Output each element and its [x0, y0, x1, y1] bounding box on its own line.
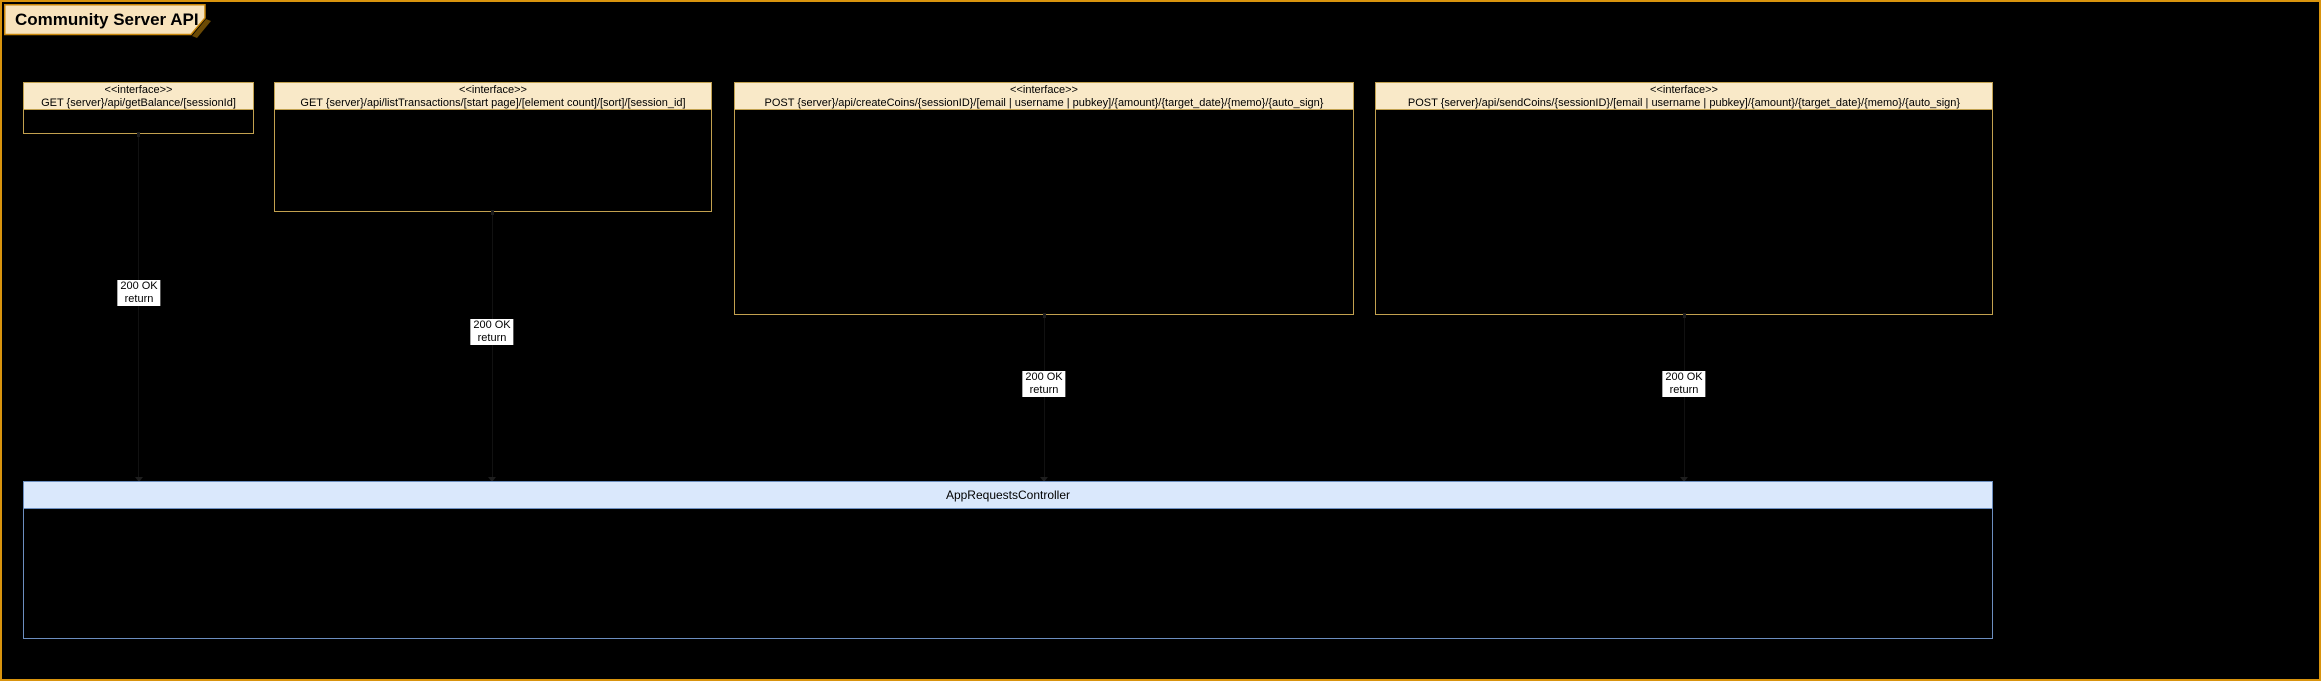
interface-header-sendcoins: <<interface>> POST {server}/api/sendCoin…	[1376, 83, 1992, 110]
interface-body-listtransactions	[275, 110, 711, 211]
interface-body-getbalance	[24, 110, 253, 133]
interface-stereotype: <<interface>>	[104, 84, 173, 96]
lifeline-exit-tick	[1043, 313, 1046, 318]
interface-body-createcoins	[735, 110, 1353, 314]
arrowhead-notch	[488, 477, 496, 482]
interface-signature: POST {server}/api/sendCoins/{sessionID}/…	[1407, 97, 1961, 109]
arrowhead-notch	[135, 477, 143, 482]
interface-box-listtransactions: <<interface>> GET {server}/api/listTrans…	[274, 82, 712, 212]
frame-title-tab: Community Server API	[4, 4, 216, 40]
return-status: 200 OK	[1025, 371, 1063, 383]
interface-signature: POST {server}/api/createCoins/{sessionID…	[764, 97, 1324, 109]
return-label-createcoins: 200 OK return	[1022, 371, 1066, 397]
interface-stereotype: <<interface>>	[1650, 84, 1718, 96]
return-label-listtransactions: 200 OK return	[470, 319, 514, 345]
interface-body-sendcoins	[1376, 110, 1992, 314]
interface-box-createcoins: <<interface>> POST {server}/api/createCo…	[734, 82, 1354, 315]
return-action: return	[1669, 384, 1699, 396]
interface-box-sendcoins: <<interface>> POST {server}/api/sendCoin…	[1375, 82, 1993, 315]
interface-box-getbalance: <<interface>> GET {server}/api/getBalanc…	[23, 82, 254, 134]
return-action: return	[1029, 384, 1059, 396]
controller-box: AppRequestsController	[23, 481, 1993, 639]
return-label-getbalance: 200 OK return	[117, 280, 161, 306]
controller-header: AppRequestsController	[24, 482, 1992, 509]
return-status: 200 OK	[1665, 371, 1703, 383]
return-action: return	[124, 293, 154, 305]
interface-signature: GET {server}/api/getBalance/[sessionId]	[41, 97, 236, 109]
interface-header-getbalance: <<interface>> GET {server}/api/getBalanc…	[24, 83, 253, 110]
return-status: 200 OK	[120, 280, 158, 292]
return-status: 200 OK	[473, 319, 511, 331]
lifeline-createcoins	[1044, 315, 1045, 481]
lifeline-exit-tick	[137, 132, 140, 137]
return-action: return	[477, 332, 507, 344]
controller-name: AppRequestsController	[945, 488, 1071, 502]
interface-signature: GET {server}/api/listTransactions/[start…	[300, 97, 686, 109]
interface-header-createcoins: <<interface>> POST {server}/api/createCo…	[735, 83, 1353, 110]
interface-stereotype: <<interface>>	[1010, 84, 1078, 96]
lifeline-getbalance	[138, 134, 139, 481]
controller-body	[24, 509, 1992, 638]
arrowhead-notch	[1680, 477, 1688, 482]
arrowhead-notch	[1040, 477, 1048, 482]
tab-fold-shadow	[192, 19, 211, 38]
frame-title: Community Server API	[15, 10, 199, 29]
lifeline-exit-tick	[491, 210, 494, 215]
frame-title-tab-shape	[4, 4, 211, 38]
interface-header-listtransactions: <<interface>> GET {server}/api/listTrans…	[275, 83, 711, 110]
lifeline-exit-tick	[1683, 313, 1686, 318]
lifeline-listtransactions	[492, 212, 493, 481]
tab-pentagon	[4, 4, 206, 36]
lifeline-sendcoins	[1684, 315, 1685, 481]
return-label-sendcoins: 200 OK return	[1662, 371, 1706, 397]
interface-stereotype: <<interface>>	[459, 84, 527, 96]
